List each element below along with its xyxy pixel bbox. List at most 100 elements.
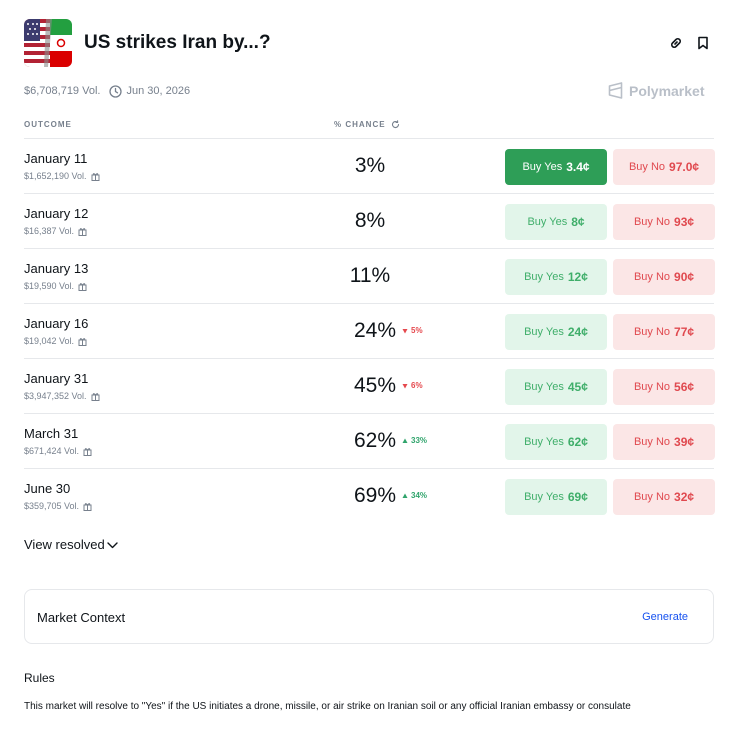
- divider: [24, 468, 714, 469]
- chance-value: 11%: [349, 264, 391, 287]
- buy-no-button[interactable]: Buy No 97.0¢: [613, 149, 715, 185]
- market-context-title: Market Context: [37, 610, 126, 625]
- buy-yes-button[interactable]: Buy Yes 45¢: [505, 369, 607, 405]
- gift-icon: [78, 337, 87, 346]
- brand-name: Polymarket: [629, 82, 705, 99]
- refresh-icon[interactable]: [391, 120, 400, 129]
- buy-no-price: 56¢: [674, 380, 695, 394]
- chance-cell: 3%: [320, 152, 470, 180]
- outcome-volume: $3,947,352 Vol.: [24, 391, 100, 401]
- link-icon[interactable]: [667, 34, 685, 52]
- buy-yes-button[interactable]: Buy Yes 69¢: [505, 479, 607, 515]
- outcome-row[interactable]: January 31 $3,947,352 Vol. 45% 6% Buy Yes 45¢…: [24, 359, 715, 414]
- chance-value: 3%: [354, 154, 386, 177]
- gift-icon: [91, 392, 100, 401]
- buy-yes-label: Buy Yes: [522, 161, 563, 173]
- gift-icon: [78, 282, 87, 291]
- rules-heading: Rules: [24, 671, 55, 685]
- chevron-down-icon: [107, 541, 118, 548]
- chance-value: 62%: [353, 429, 396, 452]
- buy-no-label: Buy No: [633, 436, 671, 448]
- buy-no-button[interactable]: Buy No 90¢: [613, 259, 715, 295]
- buy-yes-label: Buy Yes: [524, 491, 564, 503]
- buy-yes-button[interactable]: Buy Yes 24¢: [505, 314, 607, 350]
- outcome-column-header: OUTCOME: [24, 120, 72, 129]
- outcome-name: January 16: [24, 316, 89, 331]
- us-iran-flags-icon: [24, 19, 72, 67]
- buy-no-button[interactable]: Buy No 56¢: [613, 369, 715, 405]
- chance-value: 69%: [353, 484, 396, 507]
- buy-yes-button[interactable]: Buy Yes 62¢: [505, 424, 607, 460]
- chance-delta: 6%: [402, 381, 423, 390]
- outcome-row[interactable]: January 13 $19,590 Vol. 11% Buy Yes 12¢ Buy N…: [24, 249, 715, 304]
- outcome-volume-text: $16,387 Vol.: [24, 226, 75, 236]
- view-resolved-link[interactable]: View resolved: [24, 537, 118, 552]
- outcome-volume-text: $1,652,190 Vol.: [24, 171, 87, 181]
- buy-no-label: Buy No: [633, 381, 671, 393]
- buy-no-price: 93¢: [674, 215, 695, 229]
- outcome-volume-text: $19,590 Vol.: [24, 281, 75, 291]
- polymarket-icon: [608, 82, 623, 99]
- market-meta: $6,708,719 Vol. Jun 30, 2026: [24, 84, 190, 98]
- arrow-down-icon: [402, 383, 408, 388]
- outcome-column-label: OUTCOME: [24, 120, 72, 129]
- buy-yes-button[interactable]: Buy Yes 8¢: [505, 204, 607, 240]
- polymarket-logo: Polymarket: [608, 82, 704, 99]
- outcome-volume: $19,042 Vol.: [24, 336, 87, 346]
- chance-value: 24%: [353, 319, 396, 342]
- divider: [24, 303, 714, 304]
- buy-no-button[interactable]: Buy No 77¢: [613, 314, 715, 350]
- outcome-row[interactable]: January 12 $16,387 Vol. 8% Buy Yes 8¢ Buy No 9…: [24, 194, 715, 249]
- gift-icon: [91, 172, 100, 181]
- buy-no-price: 97.0¢: [669, 160, 700, 174]
- chance-cell: 69% 34%: [320, 482, 470, 510]
- buy-yes-label: Buy Yes: [524, 326, 564, 338]
- outcome-row[interactable]: January 11 $1,652,190 Vol. 3% Buy Yes 3.4¢ Bu…: [24, 139, 715, 194]
- chance-value: 8%: [354, 209, 386, 232]
- outcome-row[interactable]: June 30 $359,705 Vol. 69% 34% Buy Yes 69¢ Buy …: [24, 469, 715, 524]
- divider: [24, 413, 714, 414]
- buy-no-label: Buy No: [633, 491, 671, 503]
- buy-yes-button[interactable]: Buy Yes 12¢: [505, 259, 607, 295]
- outcome-name: January 13: [24, 261, 89, 276]
- outcome-row[interactable]: January 16 $19,042 Vol. 24% 5% Buy Yes 24¢ Buy…: [24, 304, 715, 359]
- gift-icon: [83, 447, 92, 456]
- market-title: US strikes Iran by...?: [84, 32, 271, 53]
- chance-delta-text: 5%: [411, 326, 423, 335]
- buy-yes-price: 24¢: [567, 325, 588, 339]
- outcome-name: January 31: [24, 371, 89, 386]
- outcome-row[interactable]: March 31 $671,424 Vol. 62% 33% Buy Yes 62¢ Buy…: [24, 414, 715, 469]
- outcome-volume: $359,705 Vol.: [24, 501, 92, 511]
- outcome-volume-text: $671,424 Vol.: [24, 446, 80, 456]
- total-volume: $6,708,719 Vol.: [24, 85, 101, 97]
- arrow-up-icon: [402, 493, 408, 498]
- outcome-name: June 30: [24, 481, 71, 496]
- buy-yes-button[interactable]: Buy Yes 3.4¢: [505, 149, 607, 185]
- bookmark-icon[interactable]: [694, 34, 712, 52]
- market-header: US strikes Iran by...?: [24, 19, 714, 67]
- outcome-volume-text: $3,947,352 Vol.: [24, 391, 87, 401]
- buy-no-price: 90¢: [674, 270, 695, 284]
- view-resolved-label: View resolved: [24, 537, 105, 552]
- clock-icon: [109, 84, 123, 98]
- arrow-down-icon: [402, 328, 408, 333]
- buy-yes-price: 12¢: [567, 270, 588, 284]
- buy-no-button[interactable]: Buy No 39¢: [613, 424, 715, 460]
- buy-no-button[interactable]: Buy No 93¢: [613, 204, 715, 240]
- buy-yes-label: Buy Yes: [524, 436, 564, 448]
- buy-yes-price: 62¢: [567, 435, 588, 449]
- outcome-volume-text: $359,705 Vol.: [24, 501, 80, 511]
- buy-no-button[interactable]: Buy No 32¢: [613, 479, 715, 515]
- chance-delta: 33%: [402, 436, 427, 445]
- buy-no-price: 32¢: [674, 490, 695, 504]
- chance-delta-text: 6%: [411, 381, 423, 390]
- chance-column-header[interactable]: % CHANCE: [334, 120, 400, 129]
- generate-button[interactable]: Generate: [642, 611, 688, 623]
- buy-no-label: Buy No: [633, 326, 671, 338]
- chance-cell: 8%: [320, 207, 470, 235]
- outcome-volume: $1,652,190 Vol.: [24, 171, 100, 181]
- buy-no-price: 77¢: [674, 325, 695, 339]
- outcome-volume: $671,424 Vol.: [24, 446, 92, 456]
- buy-yes-price: 8¢: [571, 215, 585, 229]
- chance-delta-text: 33%: [411, 436, 428, 445]
